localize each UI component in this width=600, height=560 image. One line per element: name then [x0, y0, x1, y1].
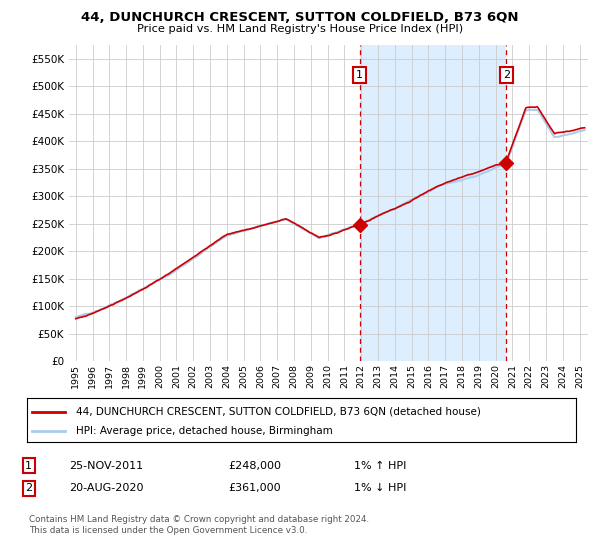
Text: £361,000: £361,000 — [228, 483, 281, 493]
Text: Price paid vs. HM Land Registry's House Price Index (HPI): Price paid vs. HM Land Registry's House … — [137, 24, 463, 34]
Text: 2: 2 — [503, 70, 510, 80]
Text: Contains HM Land Registry data © Crown copyright and database right 2024.
This d: Contains HM Land Registry data © Crown c… — [29, 515, 369, 535]
Text: 25-NOV-2011: 25-NOV-2011 — [69, 461, 143, 471]
Text: 2: 2 — [25, 483, 32, 493]
Text: 1% ↑ HPI: 1% ↑ HPI — [354, 461, 406, 471]
Text: 1: 1 — [356, 70, 363, 80]
Text: 44, DUNCHURCH CRESCENT, SUTTON COLDFIELD, B73 6QN (detached house): 44, DUNCHURCH CRESCENT, SUTTON COLDFIELD… — [76, 407, 481, 417]
Text: 44, DUNCHURCH CRESCENT, SUTTON COLDFIELD, B73 6QN: 44, DUNCHURCH CRESCENT, SUTTON COLDFIELD… — [81, 11, 519, 24]
Text: 1: 1 — [25, 461, 32, 471]
Text: £248,000: £248,000 — [228, 461, 281, 471]
Text: 20-AUG-2020: 20-AUG-2020 — [69, 483, 143, 493]
Text: HPI: Average price, detached house, Birmingham: HPI: Average price, detached house, Birm… — [76, 426, 333, 436]
Bar — [359, 45, 506, 361]
Text: 1% ↓ HPI: 1% ↓ HPI — [354, 483, 406, 493]
